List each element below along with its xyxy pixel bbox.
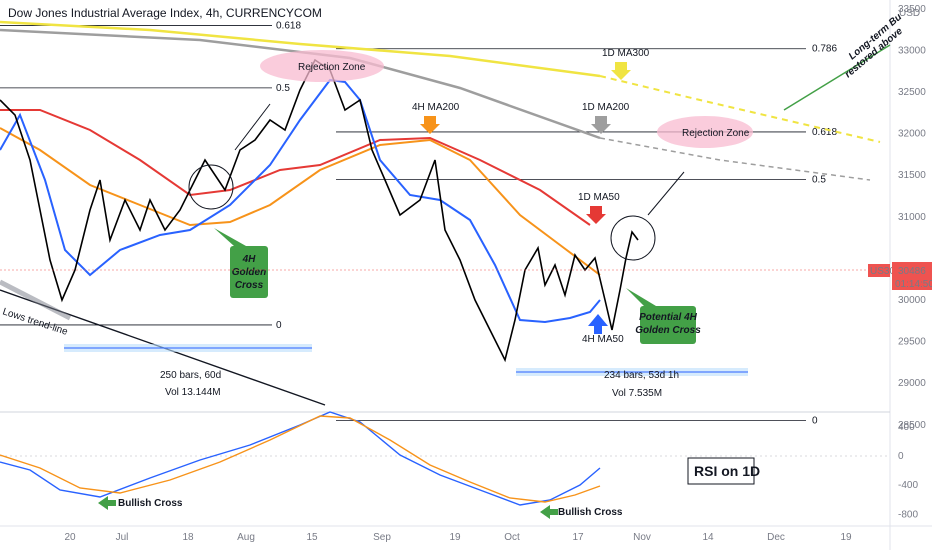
y-tick-label: 32000	[898, 129, 926, 140]
symbol-badge	[868, 264, 890, 277]
bullish-cross-label-right: Bullish Cross	[558, 507, 623, 518]
callout-potential-text: Golden Cross	[635, 325, 701, 336]
osc-tick-label: -400	[898, 480, 918, 491]
arrow-4h-ma200	[420, 116, 440, 134]
x-tick-label: 17	[572, 532, 584, 543]
x-tick-label: 20	[64, 532, 76, 543]
x-tick-label: Nov	[633, 532, 651, 543]
currency-label: USD	[899, 8, 920, 19]
y-tick-label: 31000	[898, 212, 926, 223]
y-tick-label: 30000	[898, 295, 926, 306]
symbol-label: US30	[870, 266, 895, 277]
osc-tick-label: -800	[898, 509, 918, 520]
fib-left-label: 0	[276, 320, 282, 331]
rsi-label: RSI on 1D	[694, 463, 760, 479]
x-tick-label: Sep	[373, 532, 391, 543]
arrow-1d-ma300	[611, 62, 631, 80]
projection-arrow-left	[234, 103, 271, 151]
fib-right-label: 0.5	[812, 174, 826, 185]
osc-tick-label: 0	[898, 451, 904, 462]
label-1d-ma50: 1D MA50	[578, 192, 620, 203]
callout-potential-pointer	[626, 288, 656, 306]
callout-golden-cross-text: 4H	[242, 254, 257, 265]
chart-title: Dow Jones Industrial Average Index, 4h, …	[8, 6, 322, 20]
label-1d-ma200: 1D MA200	[582, 102, 630, 113]
range-right-line2: Vol 7.535M	[612, 388, 662, 399]
rejection-zone-left	[260, 50, 384, 82]
fib-left-label: 0.5	[276, 83, 290, 94]
fib-right-label: 0.786	[812, 44, 837, 55]
rsi-label-box	[687, 457, 755, 485]
x-tick-label: 14	[702, 532, 714, 543]
callout-golden-cross-pointer	[214, 228, 246, 246]
countdown-label: 01:14:50	[895, 279, 932, 290]
fib-right-label: 0	[812, 416, 818, 427]
osc-fast-line	[0, 411, 601, 506]
circle-potential-cross	[610, 215, 656, 261]
callout-golden-cross-text: Cross	[235, 280, 264, 291]
price-badge	[892, 262, 932, 290]
label-4h-ma200: 4H MA200	[412, 102, 460, 113]
bullish-cross-arrow-left	[98, 496, 116, 510]
y-tick-label: 31500	[898, 170, 926, 181]
callout-potential-text: Potential 4H	[639, 312, 698, 323]
bullish-cross-arrow-right	[540, 505, 558, 519]
y-tick-label: 33000	[898, 45, 926, 56]
fib-left-label: 0.618	[276, 20, 301, 31]
y-tick-label: 29500	[898, 337, 926, 348]
callout-potential-box	[640, 306, 696, 344]
ma-4h200-line	[0, 127, 601, 276]
x-tick-label: Oct	[504, 532, 520, 543]
bullish-cross-label-left: Bullish Cross	[118, 498, 183, 509]
range-left-line2: Vol 13.144M	[165, 387, 221, 398]
y-tick-label: 29000	[898, 378, 926, 389]
fib-right-label: 0.618	[812, 127, 837, 138]
callout-golden-cross-text: Golden	[232, 267, 266, 278]
lows-trend-band	[0, 279, 72, 321]
ma-1d300-projection	[599, 75, 881, 143]
rejection-zone-label-left: Rejection Zone	[298, 62, 366, 73]
x-tick-label: 19	[449, 532, 461, 543]
x-tick-label: 19	[840, 532, 852, 543]
osc-tick-label: 400	[898, 422, 915, 433]
x-tick-label: Aug	[237, 532, 255, 543]
last-price-label: 30486	[898, 266, 926, 277]
projection-arrow-right	[647, 171, 685, 216]
label-1d-ma300: 1D MA300	[602, 48, 650, 59]
range-right-line1: 234 bars, 53d 1h	[604, 370, 679, 381]
rejection-zone-right	[657, 116, 753, 148]
x-tick-label: 18	[182, 532, 194, 543]
range-left-line1: 250 bars, 60d	[160, 370, 221, 381]
callout-golden-cross-box	[230, 246, 268, 298]
x-tick-label: Dec	[767, 532, 785, 543]
rejection-zone-label-right: Rejection Zone	[682, 128, 750, 139]
price-line	[0, 58, 639, 363]
arrow-1d-ma50	[586, 206, 606, 224]
x-tick-label: Jul	[116, 532, 129, 543]
arrow-1d-ma200	[591, 116, 611, 134]
long-term-bull-line	[783, 44, 891, 111]
y-tick-label: 28500	[898, 420, 926, 431]
ma-1d50-line	[0, 109, 591, 226]
arrow-4h-ma50	[588, 314, 608, 334]
osc-slow-line	[0, 415, 601, 503]
label-4h-ma50: 4H MA50	[582, 334, 624, 345]
ma-1d200-projection	[599, 137, 871, 181]
ma-1d300-line	[0, 20, 601, 78]
x-tick-label: 15	[306, 532, 318, 543]
ma-4h50-line	[0, 78, 601, 324]
y-tick-label: 32500	[898, 87, 926, 98]
y-tick-label: 33500	[898, 4, 926, 15]
circle-golden-cross	[188, 164, 234, 210]
